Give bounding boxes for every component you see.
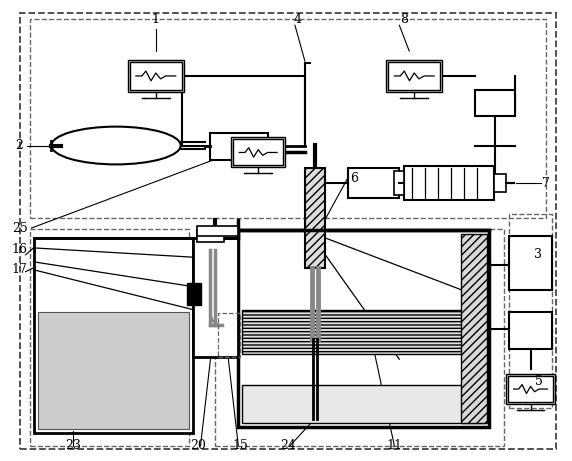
Bar <box>197 230 224 242</box>
Bar <box>233 139 283 165</box>
Bar <box>509 312 553 349</box>
Bar <box>231 136 285 167</box>
Text: 11: 11 <box>386 439 402 452</box>
Text: 16: 16 <box>11 243 27 256</box>
Bar <box>394 171 404 195</box>
Bar <box>461 234 487 423</box>
Text: 4: 4 <box>294 13 302 26</box>
Text: 8: 8 <box>400 13 408 26</box>
Bar <box>210 133 268 160</box>
Ellipse shape <box>51 127 181 165</box>
Bar <box>305 168 325 268</box>
Bar <box>186 283 201 305</box>
Bar <box>348 168 399 198</box>
Bar <box>494 174 506 192</box>
Text: 25: 25 <box>12 222 27 235</box>
Bar <box>508 376 553 402</box>
Text: 17: 17 <box>11 263 27 276</box>
Text: 5: 5 <box>534 375 542 388</box>
Bar <box>216 229 504 446</box>
Bar <box>404 166 494 200</box>
Bar <box>509 236 553 290</box>
Bar <box>38 312 189 429</box>
Text: 7: 7 <box>542 177 550 190</box>
Bar <box>239 230 488 427</box>
Bar <box>219 313 240 357</box>
Bar <box>197 226 239 236</box>
Bar <box>34 238 193 433</box>
Bar <box>388 62 440 90</box>
Text: 2: 2 <box>15 139 23 152</box>
Bar <box>193 238 239 357</box>
Bar <box>506 374 555 404</box>
Bar <box>130 62 182 90</box>
Bar <box>475 90 515 116</box>
Text: 24: 24 <box>280 439 296 452</box>
Bar <box>387 60 442 92</box>
Bar <box>509 214 553 408</box>
Text: 3: 3 <box>534 248 542 261</box>
Bar <box>128 60 184 92</box>
Text: 20: 20 <box>190 439 206 452</box>
Bar <box>30 19 546 218</box>
Text: 23: 23 <box>65 439 81 452</box>
Text: 15: 15 <box>232 439 248 452</box>
Bar <box>243 385 485 423</box>
Bar <box>243 309 485 354</box>
Text: 6: 6 <box>351 172 359 185</box>
Bar <box>30 229 189 446</box>
Text: 1: 1 <box>152 13 160 26</box>
